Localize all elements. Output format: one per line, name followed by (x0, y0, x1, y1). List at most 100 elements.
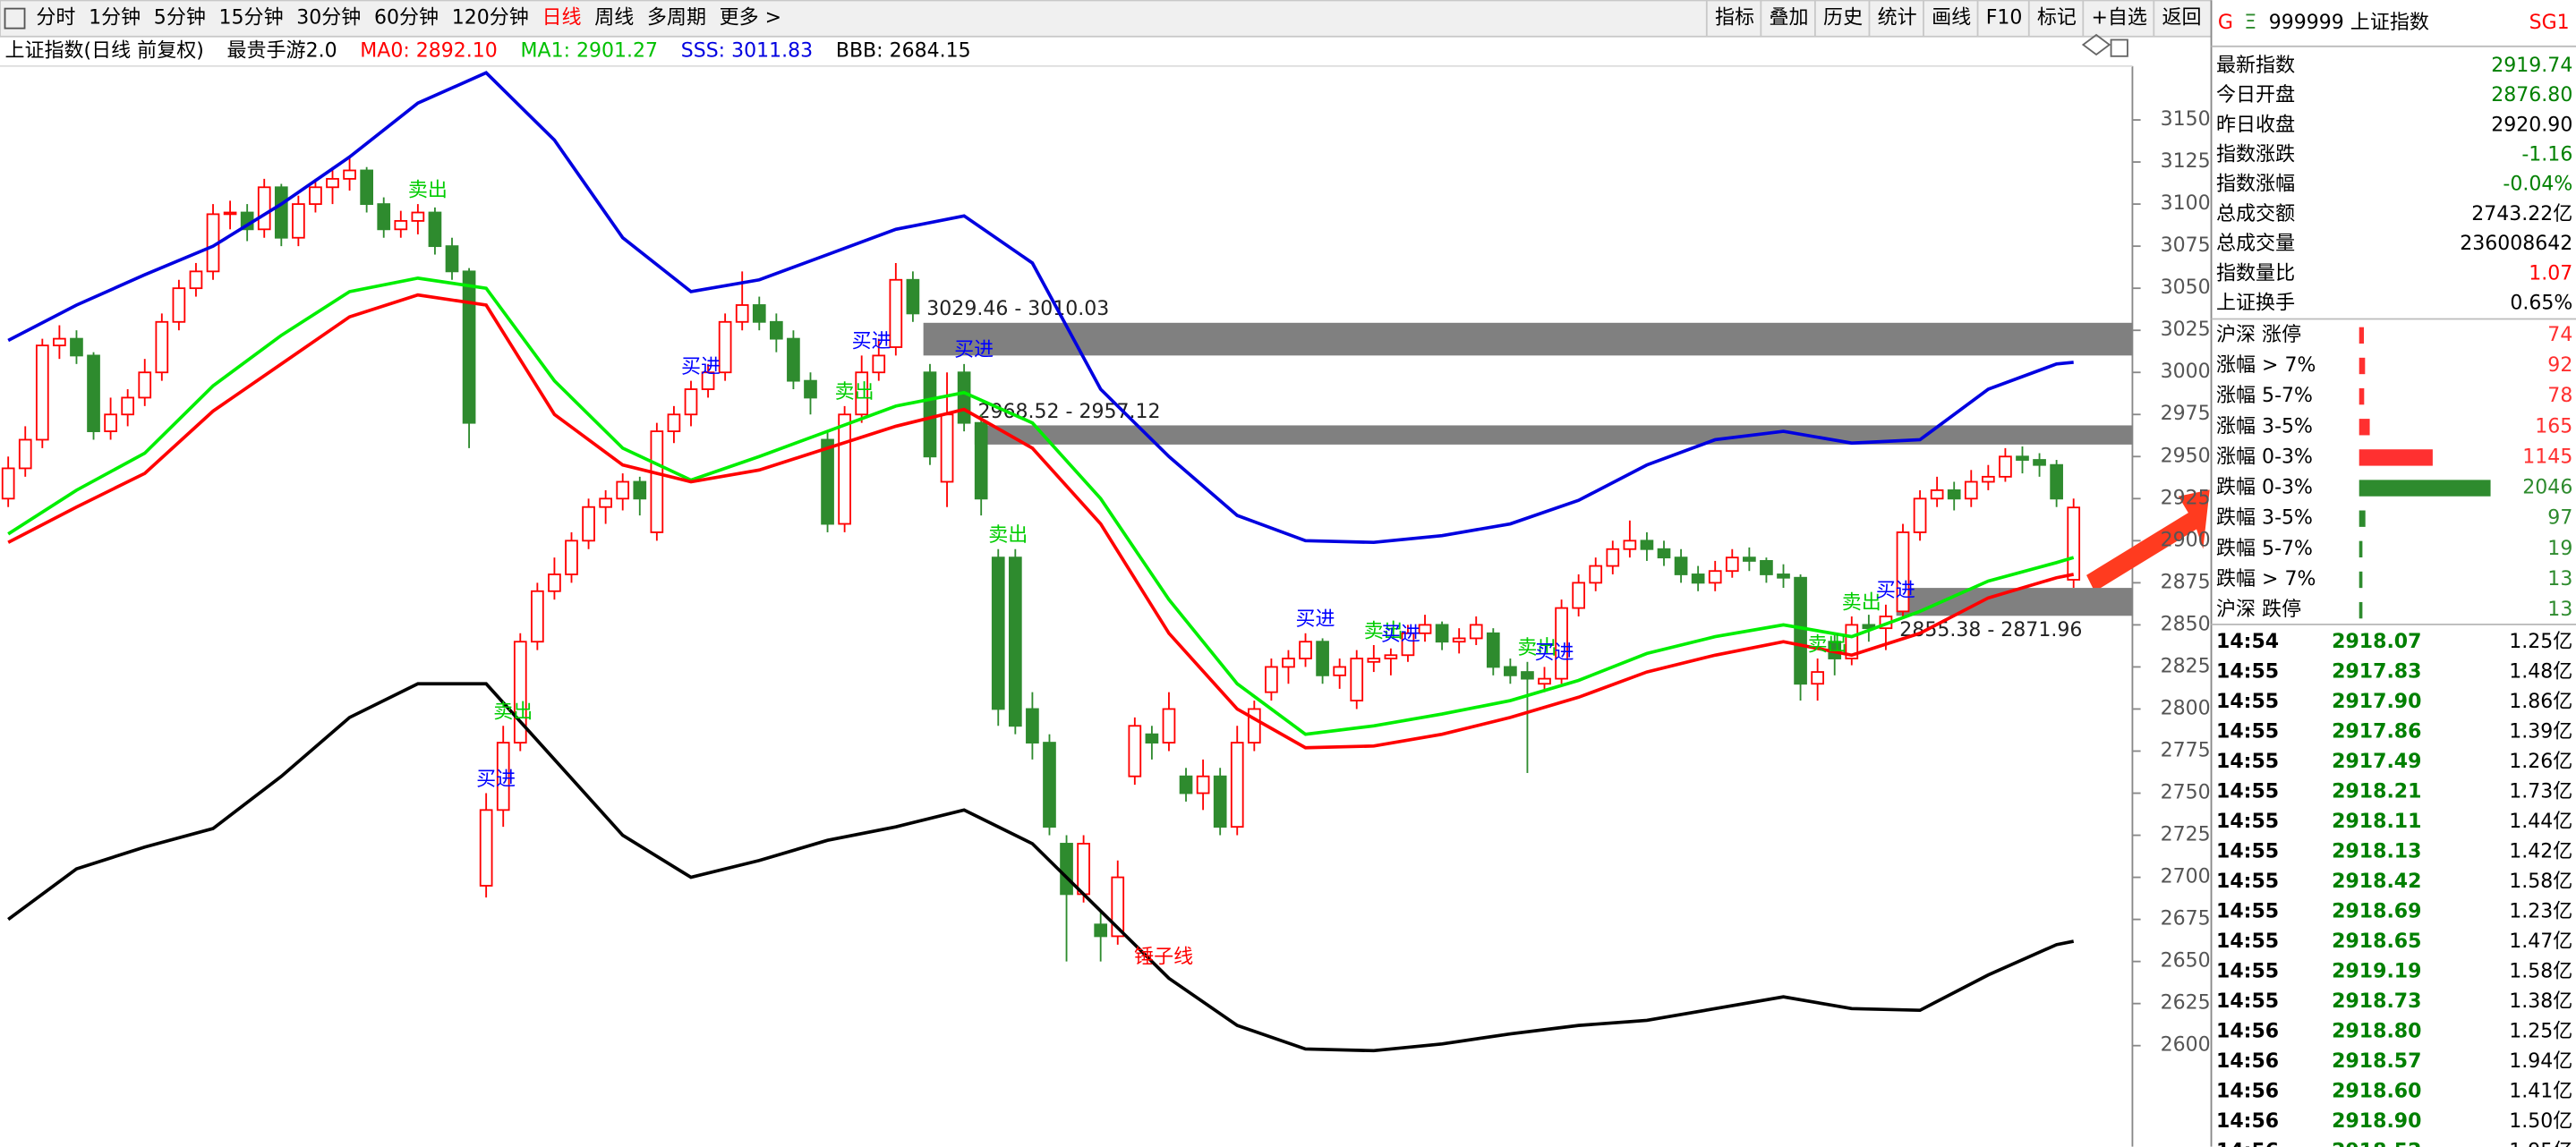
breadth-bar (2358, 419, 2370, 436)
signal-label: 卖出 (988, 524, 1028, 547)
info-label: 指数涨幅 (2216, 174, 2295, 196)
period-button[interactable]: 更多 > (720, 7, 781, 30)
y-tick-label: 2725 (2161, 824, 2211, 846)
tick-volume: 1.58亿 (2509, 961, 2572, 983)
breadth-value: 13 (2547, 568, 2572, 590)
legend-item: SSS: 3011.83 (681, 39, 813, 62)
breadth-label: 涨幅 > 7% (2216, 354, 2316, 377)
tick-price: 2918.90 (2332, 1110, 2421, 1133)
breadth-bar (2358, 571, 2363, 589)
candle-body (1401, 632, 1415, 657)
y-tick-label: 2650 (2161, 950, 2211, 973)
period-button[interactable]: 1分钟 (89, 7, 141, 30)
legend-item: MA0: 2892.10 (360, 39, 498, 62)
info-label: 总成交量 (2216, 233, 2295, 255)
zone (1896, 588, 2133, 616)
tick-volume: 1.41亿 (2509, 1081, 2572, 1103)
candle-body (1247, 708, 1261, 744)
candle-body (770, 320, 783, 340)
tool-button[interactable]: 返回 (2162, 7, 2201, 30)
candle-body (1504, 666, 1517, 676)
info-label: 指数涨跌 (2216, 144, 2295, 166)
candle-body (53, 337, 66, 347)
candle-body (104, 413, 117, 432)
period-button[interactable]: 15分钟 (219, 7, 284, 30)
candle-body (1623, 540, 1637, 550)
tick-volume: 1.25亿 (2509, 631, 2572, 653)
candle-body (1572, 582, 1585, 609)
period-button[interactable]: 5分钟 (154, 7, 206, 30)
tick-volume: 1.94亿 (2509, 1050, 2572, 1073)
period-button[interactable]: 日线 (542, 7, 581, 30)
info-value: -1.16 (2521, 144, 2572, 166)
tick-price: 2918.57 (2332, 1050, 2421, 1073)
signal-label: 买进 (1876, 580, 1915, 602)
candle-body (1179, 775, 1193, 794)
candle-body (889, 278, 903, 348)
candle-body (872, 354, 886, 374)
candle-body (974, 421, 988, 500)
tool-button[interactable]: 叠加 (1770, 7, 1809, 30)
candle-body (957, 371, 971, 424)
toolbar-icon[interactable] (4, 7, 26, 30)
breadth-label: 跌幅 3-5% (2216, 507, 2313, 530)
candle-body (1657, 548, 1671, 559)
tick-time: 14:55 (2216, 661, 2279, 684)
tool-button[interactable]: F10 (1986, 7, 2023, 30)
candle-body (1128, 725, 1142, 777)
candle-body (2050, 463, 2063, 500)
annotation: 锤子线 (1134, 947, 1193, 969)
signal-label: 卖出 (1842, 591, 1881, 614)
tool-button[interactable]: 历史 (1823, 7, 1863, 30)
period-button[interactable]: 多周期 (647, 7, 706, 30)
candle-body (428, 211, 442, 248)
candle-body (1230, 742, 1244, 828)
candle-body (496, 742, 510, 811)
tool-button[interactable]: 标记 (2037, 7, 2077, 30)
tick-price: 2918.11 (2332, 811, 2421, 833)
candle-body (1896, 531, 1910, 613)
period-button[interactable]: 周线 (594, 7, 634, 30)
tool-button[interactable]: +自选 (2091, 7, 2146, 30)
panel-title: 999999 上证指数 (2269, 12, 2429, 34)
zone (974, 425, 2133, 445)
period-button[interactable]: 30分钟 (296, 7, 361, 30)
y-tick-label: 2900 (2161, 529, 2211, 551)
y-tick-label: 2775 (2161, 739, 2211, 761)
breadth-label: 跌幅 5-7% (2216, 538, 2313, 560)
candle-body (1213, 775, 1227, 828)
y-tick-label: 2825 (2161, 655, 2211, 677)
menu-icon[interactable]: Ξ (2244, 12, 2256, 34)
breadth-bar (2358, 357, 2366, 375)
breadth-bar (2358, 480, 2491, 497)
candle-body (1094, 923, 1108, 938)
breadth-value: 165 (2535, 415, 2572, 438)
candle-body (616, 480, 630, 500)
info-value: 2876.80 (2491, 84, 2572, 106)
tick-time: 14:55 (2216, 751, 2279, 773)
info-label: 指数量比 (2216, 262, 2295, 285)
tick-time: 14:55 (2216, 781, 2279, 803)
tool-button[interactable]: 统计 (1878, 7, 1917, 30)
diamond-icon[interactable] (2081, 33, 2111, 56)
candle-body (70, 337, 83, 357)
candle-body (633, 480, 647, 500)
tick-price: 2918.07 (2332, 631, 2421, 653)
indicator-line (7, 682, 2075, 1053)
info-label: 最新指数 (2216, 55, 2295, 77)
signal-label: 卖出 (1808, 633, 1847, 656)
candle-body (701, 371, 715, 390)
tool-button[interactable]: 画线 (1932, 7, 1971, 30)
signal-label: 卖出 (408, 179, 448, 201)
window-icon[interactable] (2110, 38, 2128, 57)
candle-body (1640, 540, 1654, 550)
breadth-value: 2046 (2522, 477, 2572, 499)
period-button[interactable]: 120分钟 (452, 7, 529, 30)
tool-button[interactable]: 指标 (1715, 7, 1754, 30)
legend-item: BBB: 2684.15 (836, 39, 971, 62)
candle-body (991, 557, 1005, 710)
period-button[interactable]: 60分钟 (374, 7, 439, 30)
candle-body (1333, 666, 1347, 676)
period-button[interactable]: 分时 (36, 7, 75, 30)
